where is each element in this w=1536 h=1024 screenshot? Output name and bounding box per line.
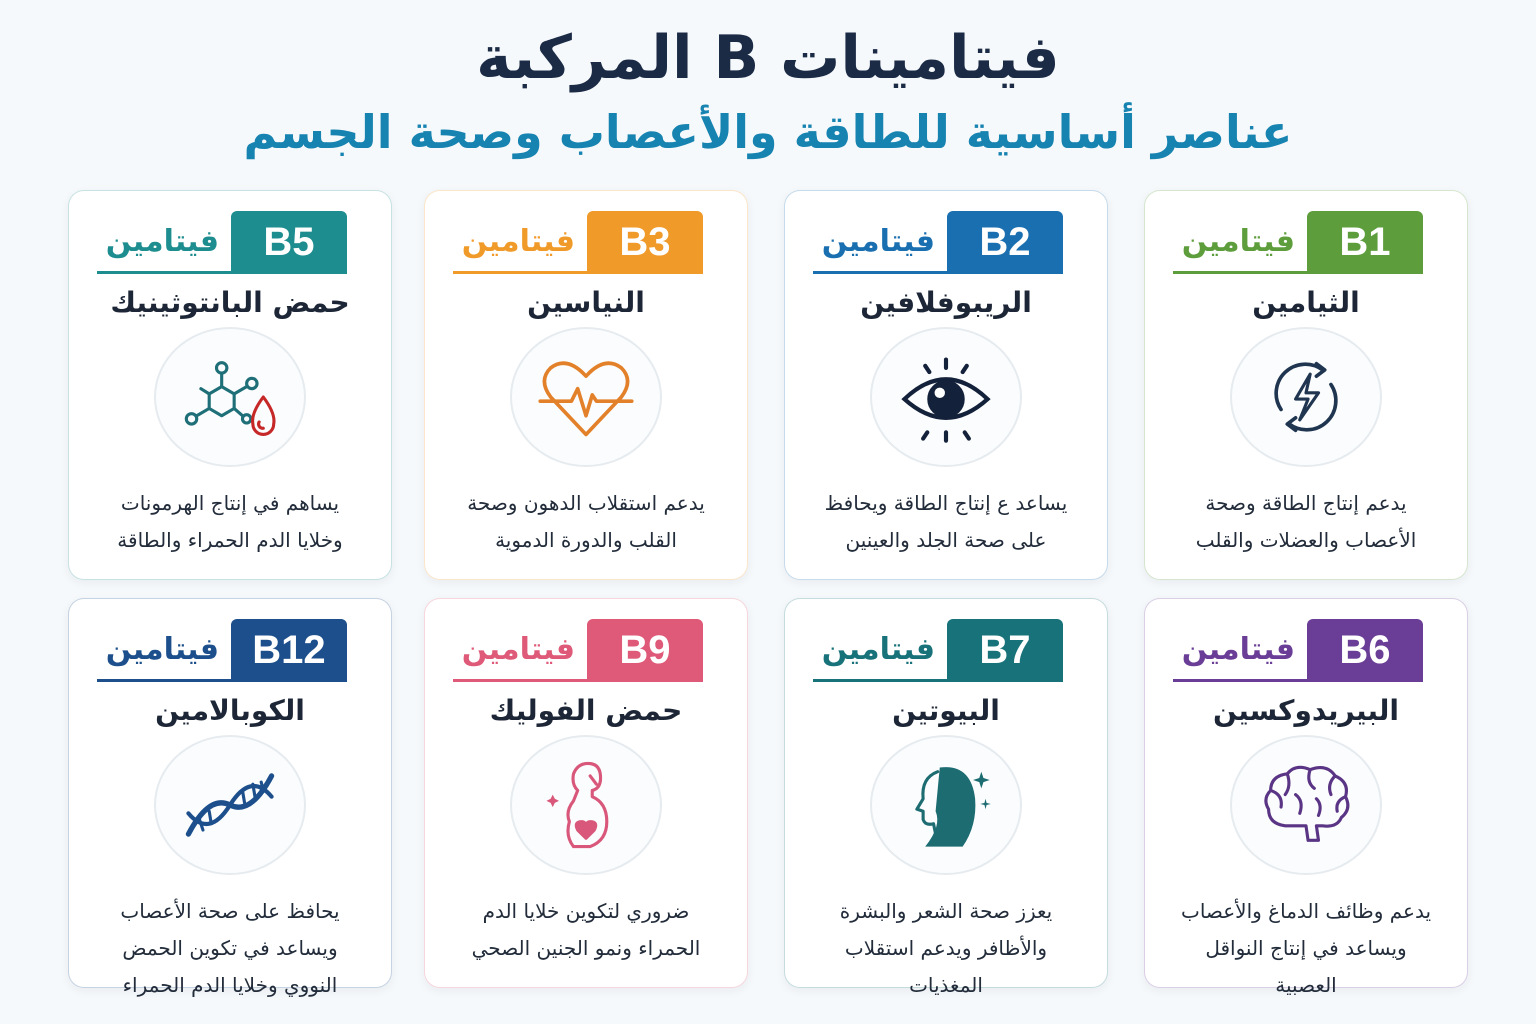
header-underline bbox=[97, 679, 347, 682]
vitamin-description: يدعم إنتاج الطاقة وصحة الأعصاب والعضلات و… bbox=[1195, 491, 1417, 552]
vitamin-description: يساهم في إنتاج الهرمونات وخلايا الدم الحم… bbox=[117, 491, 343, 552]
card-b5: B5 فيتامين حمض البانتوثينيك يساهم ف bbox=[68, 190, 392, 580]
vitamin-description: يدعم استقلاب الدهون وصحة القلب والدورة ال… bbox=[467, 491, 705, 552]
header-underline bbox=[97, 271, 347, 274]
vitamin-code-badge: B9 bbox=[587, 619, 703, 681]
vitamin-description: يساعد ع إنتاج الطاقة ويحافظ على صحة الجلد… bbox=[824, 491, 1068, 552]
vitamin-name: الريبوفلافين bbox=[860, 286, 1032, 319]
card-header: B5 فيتامين bbox=[69, 211, 391, 275]
card-b9: B9 فيتامين حمض الفوليك ضروري لتكوين خلاي… bbox=[424, 598, 748, 988]
header-underline bbox=[1173, 271, 1423, 274]
dna-icon bbox=[154, 735, 306, 875]
vitamin-code-badge: B5 bbox=[231, 211, 347, 273]
vitamin-label: فيتامين bbox=[105, 632, 219, 667]
vitamin-name: الثيامين bbox=[1252, 286, 1360, 319]
header-underline bbox=[453, 679, 703, 682]
vitamin-code-badge: B12 bbox=[231, 619, 347, 681]
vitamin-description: يحافظ على صحة الأعصاب ويساعد في تكوين الح… bbox=[120, 899, 340, 997]
vitamin-code-badge: B2 bbox=[947, 211, 1063, 273]
page-title: فيتامينات B المركبة bbox=[476, 23, 1060, 93]
card-b2: B2 فيتامين الريبوفلافين يساعد ع إنتاج ال… bbox=[784, 190, 1108, 580]
header-underline bbox=[813, 271, 1063, 274]
vitamin-name: البيريدوكسين bbox=[1213, 694, 1399, 727]
vitamin-label: فيتامين bbox=[1181, 224, 1295, 259]
header-underline bbox=[1173, 679, 1423, 682]
card-b3: B3 فيتامين النياسين يدعم استقلاب الدهون … bbox=[424, 190, 748, 580]
vitamin-label: فيتامين bbox=[1181, 632, 1295, 667]
card-b7: B7 فيتامين البيوتين يعزز صحة الشعر والبش… bbox=[784, 598, 1108, 997]
brain-icon bbox=[1230, 735, 1382, 875]
card-header: B9 فيتامين bbox=[425, 619, 747, 683]
card-header: B7 فيتامين bbox=[785, 619, 1107, 683]
vitamin-name: البيوتين bbox=[892, 694, 1000, 727]
card-header: B12 فيتامين bbox=[69, 619, 391, 683]
vitamin-name: حمض الفوليك bbox=[489, 694, 683, 727]
woman-hair-icon bbox=[870, 735, 1022, 875]
card-b6: B6 فيتامين البيريدوكسين يدعم وظائف الدما… bbox=[1144, 598, 1468, 997]
card-header: B3 فيتامين bbox=[425, 211, 747, 275]
pregnant-woman-icon bbox=[510, 735, 662, 875]
vitamin-name: الكوبالامين bbox=[155, 694, 305, 727]
vitamin-description: يدعم وظائف الدماغ والأعصاب ويساعد في إنتا… bbox=[1180, 899, 1432, 997]
card-b1: B1 فيتامين الثيامين يدعم إنتاج الطاقة وص… bbox=[1144, 190, 1468, 580]
vitamin-label: فيتامين bbox=[821, 224, 935, 259]
vitamin-code-badge: B3 bbox=[587, 211, 703, 273]
card-header: B2 فيتامين bbox=[785, 211, 1107, 275]
vitamin-code-badge: B1 bbox=[1307, 211, 1423, 273]
vitamin-grid: B1 فيتامين الثيامين يدعم إنتاج الطاقة وص… bbox=[68, 190, 1468, 997]
card-header: B6 فيتامين bbox=[1145, 619, 1467, 683]
vitamin-name: النياسين bbox=[527, 286, 645, 319]
heart-pulse-icon bbox=[510, 327, 662, 467]
vitamin-code-badge: B6 bbox=[1307, 619, 1423, 681]
vitamin-description: ضروري لتكوين خلايا الدم الحمراء ونمو الجن… bbox=[471, 899, 701, 960]
header-underline bbox=[453, 271, 703, 274]
vitamin-label: فيتامين bbox=[461, 632, 575, 667]
card-b12: B12 فيتامين الكوبالامين يحافظ على صحة ال… bbox=[68, 598, 392, 997]
molecule-drop-icon bbox=[154, 327, 306, 467]
vitamin-description: يعزز صحة الشعر والبشرة والأظافر ويدعم است… bbox=[839, 899, 1053, 997]
vitamin-name: حمض البانتوثينيك bbox=[110, 286, 350, 319]
vitamin-label: فيتامين bbox=[821, 632, 935, 667]
vitamin-label: فيتامين bbox=[461, 224, 575, 259]
card-header: B1 فيتامين bbox=[1145, 211, 1467, 275]
vitamin-label: فيتامين bbox=[105, 224, 219, 259]
header-underline bbox=[813, 679, 1063, 682]
eye-icon bbox=[870, 327, 1022, 467]
vitamin-code-badge: B7 bbox=[947, 619, 1063, 681]
energy-cycle-icon bbox=[1230, 327, 1382, 467]
page-subtitle: عناصر أساسية للطاقة والأعصاب وصحة الجسم bbox=[243, 105, 1293, 159]
